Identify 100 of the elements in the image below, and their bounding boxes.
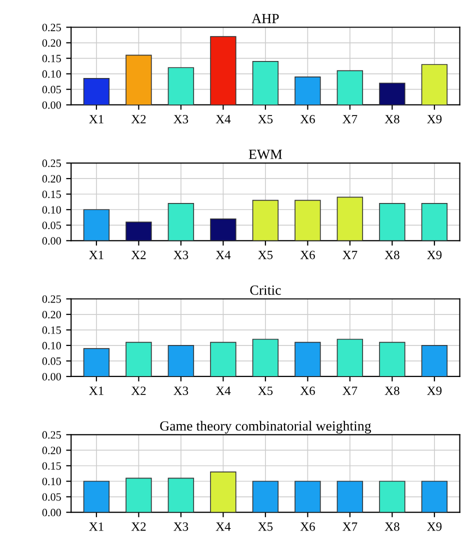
- y-tick-label: 0.25: [42, 431, 61, 439]
- x-tick-label: X8: [384, 386, 400, 396]
- bar: [252, 200, 279, 241]
- x-tick-label: X8: [384, 522, 400, 531]
- x-tick-label: X7: [342, 522, 358, 531]
- y-tick-label: 0.25: [42, 24, 61, 32]
- bar: [168, 345, 194, 376]
- x-tick-label: X8: [384, 114, 400, 124]
- bar: [252, 60, 279, 105]
- x-tick-label: X1: [89, 115, 104, 124]
- y-tick-label: 0.10: [42, 478, 61, 486]
- x-tick-label: X3: [174, 522, 188, 531]
- x-tick-label: X2: [131, 114, 146, 124]
- bar: [126, 342, 152, 376]
- x-tick-label: X5: [258, 250, 273, 260]
- x-tick-label: X2: [131, 250, 146, 260]
- x-tick-label: X9: [427, 250, 442, 260]
- bar: [294, 200, 321, 241]
- chart-title: Critic: [250, 286, 281, 295]
- y-tick-label: 0.20: [42, 39, 61, 47]
- y-tick-label: 0.25: [42, 295, 61, 303]
- y-tick-label: 0.20: [42, 175, 61, 183]
- bar: [379, 342, 406, 376]
- y-tick-label: 0.15: [42, 326, 61, 334]
- x-tick-label: X6: [300, 114, 315, 124]
- bar: [421, 480, 448, 512]
- x-tick-label: X8: [384, 250, 400, 260]
- chart-title: Game theory combinatorial weighting: [160, 420, 372, 434]
- bar: [294, 342, 321, 376]
- x-tick-label: X6: [300, 386, 315, 396]
- y-tick-label: 0.15: [42, 190, 61, 198]
- bar: [336, 196, 364, 241]
- bar: [83, 480, 110, 512]
- x-tick-label: X1: [89, 522, 104, 531]
- bar: [421, 345, 448, 376]
- bar: [210, 342, 236, 376]
- bar: [168, 203, 194, 241]
- bar: [294, 76, 321, 105]
- bar: [421, 64, 448, 105]
- bar: [252, 338, 279, 376]
- y-tick-label: 0.00: [42, 372, 61, 380]
- x-tick-label: X2: [131, 386, 146, 395]
- bar: [83, 209, 110, 241]
- bar: [126, 54, 152, 105]
- bar: [83, 348, 110, 376]
- x-tick-label: X3: [174, 114, 188, 124]
- x-tick-label: X4: [216, 115, 231, 124]
- bar: [379, 203, 406, 241]
- y-tick-label: 0.10: [42, 342, 61, 350]
- y-tick-label: 0.15: [42, 462, 61, 470]
- bar: [168, 478, 194, 512]
- bar: [252, 480, 279, 512]
- x-tick-label: X5: [258, 386, 273, 396]
- x-tick-label: X6: [300, 250, 315, 260]
- bar: [379, 82, 406, 105]
- bar: [168, 67, 194, 105]
- x-tick-label: X6: [300, 522, 315, 531]
- x-tick-label: X7: [342, 115, 358, 124]
- y-tick-label: 0.05: [42, 86, 61, 94]
- bar: [210, 218, 236, 241]
- y-tick-label: 0.00: [42, 508, 61, 516]
- x-tick-label: X9: [427, 386, 442, 396]
- x-tick-label: X5: [258, 522, 273, 531]
- x-tick-label: X4: [216, 250, 231, 260]
- x-tick-label: X5: [258, 115, 273, 124]
- bar: [126, 478, 152, 512]
- x-tick-label: X4: [216, 386, 231, 395]
- x-tick-label: X9: [427, 522, 442, 531]
- chart-title: AHP: [252, 14, 279, 24]
- x-tick-label: X3: [174, 250, 188, 260]
- y-tick-label: 0.25: [42, 160, 61, 168]
- bar: [336, 338, 364, 376]
- bar: [210, 472, 236, 512]
- x-tick-label: X9: [427, 114, 442, 124]
- y-tick-label: 0.05: [42, 357, 61, 365]
- y-tick-label: 0.20: [42, 446, 61, 454]
- x-tick-label: X7: [342, 386, 358, 395]
- y-tick-label: 0.10: [42, 206, 61, 214]
- y-tick-label: 0.05: [42, 222, 61, 230]
- x-tick-label: X4: [216, 522, 231, 531]
- x-tick-label: X2: [131, 522, 146, 531]
- bar: [83, 78, 110, 105]
- x-tick-label: X1: [89, 250, 104, 260]
- bar: [210, 36, 236, 105]
- y-tick-label: 0.00: [42, 101, 61, 109]
- y-tick-label: 0.05: [42, 493, 61, 501]
- bar: [336, 70, 364, 105]
- bar: [336, 480, 364, 512]
- y-tick-label: 0.15: [42, 54, 61, 62]
- x-tick-label: X1: [89, 386, 104, 395]
- bar: [421, 203, 448, 241]
- y-tick-label: 0.20: [42, 310, 61, 318]
- y-tick-label: 0.00: [42, 237, 61, 245]
- bar: [294, 480, 321, 512]
- bar: [126, 222, 152, 241]
- chart-title: EWM: [248, 150, 282, 160]
- x-tick-label: X7: [342, 250, 358, 260]
- x-tick-label: X3: [174, 386, 188, 396]
- y-tick-label: 0.10: [42, 70, 61, 78]
- bar: [379, 480, 406, 512]
